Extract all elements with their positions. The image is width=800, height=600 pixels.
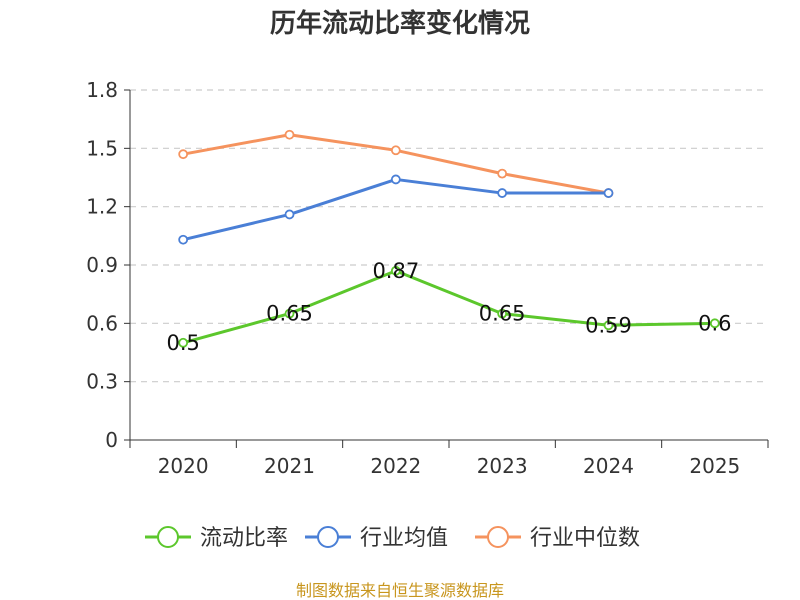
data-point[interactable] — [390, 265, 401, 276]
data-point[interactable] — [284, 209, 295, 220]
legend[interactable]: 流动比率 行业均值 行业中位数 — [145, 526, 640, 551]
y-tick-label: 1.2 — [86, 195, 118, 219]
data-point[interactable] — [603, 188, 614, 198]
data-point[interactable] — [178, 337, 189, 348]
legend-label: 行业均值 — [360, 526, 448, 551]
y-tick-label: 0 — [105, 428, 118, 452]
data-point[interactable] — [390, 145, 401, 156]
y-tick-label: 0.6 — [86, 311, 118, 335]
axes: 0 0.3 0.6 0.9 1.2 1.5 1.8 2020 2021 2022 2023 2024 2… — [86, 78, 769, 478]
series-line-流动比率 — [182, 269, 715, 345]
data-point[interactable] — [603, 320, 614, 331]
data-labels: 0.5 0.65 0.87 0.65 0.59 0.6 — [166, 259, 731, 355]
data-point[interactable] — [709, 318, 720, 329]
data-label: 0.59 — [585, 313, 632, 337]
source-note: 制图数据来自恒生聚源数据库 — [296, 581, 504, 600]
legend-marker — [487, 526, 509, 548]
x-tick-label: 2024 — [583, 454, 634, 478]
data-label: 0.87 — [372, 259, 419, 283]
data-point[interactable] — [178, 234, 189, 245]
legend-item[interactable]: 流动比率 — [145, 526, 288, 551]
legend-item[interactable]: 行业均值 — [305, 526, 448, 551]
data-point[interactable] — [390, 174, 401, 185]
data-point[interactable] — [178, 149, 189, 160]
data-point[interactable] — [284, 308, 295, 319]
x-tick-label: 2020 — [158, 454, 209, 478]
y-tick-label: 0.9 — [86, 253, 118, 277]
x-tick-label: 2022 — [370, 454, 421, 478]
data-point[interactable] — [497, 168, 508, 179]
data-point[interactable] — [497, 308, 508, 319]
y-tick-label: 0.3 — [86, 370, 118, 394]
series-line-行业均值 — [182, 177, 609, 242]
legend-label: 流动比率 — [200, 526, 288, 551]
y-tick-label: 1.8 — [86, 78, 118, 102]
x-tick-label: 2021 — [264, 454, 315, 478]
legend-marker — [317, 526, 339, 548]
x-tick-label: 2023 — [477, 454, 528, 478]
legend-item[interactable]: 行业中位数 — [475, 526, 640, 551]
y-tick-label: 1.5 — [86, 136, 118, 160]
series-group — [178, 129, 720, 348]
x-tick-label: 2025 — [689, 454, 740, 478]
legend-marker — [157, 526, 179, 548]
data-label: 0.65 — [479, 302, 526, 326]
grid — [130, 89, 768, 383]
data-label: 0.5 — [166, 331, 199, 355]
data-label: 0.6 — [698, 311, 731, 335]
legend-label: 行业中位数 — [530, 526, 640, 551]
data-point[interactable] — [497, 188, 508, 198]
chart-title: 历年流动比率变化情况 — [270, 8, 530, 39]
data-label: 0.65 — [266, 302, 313, 326]
data-point[interactable] — [284, 129, 295, 140]
